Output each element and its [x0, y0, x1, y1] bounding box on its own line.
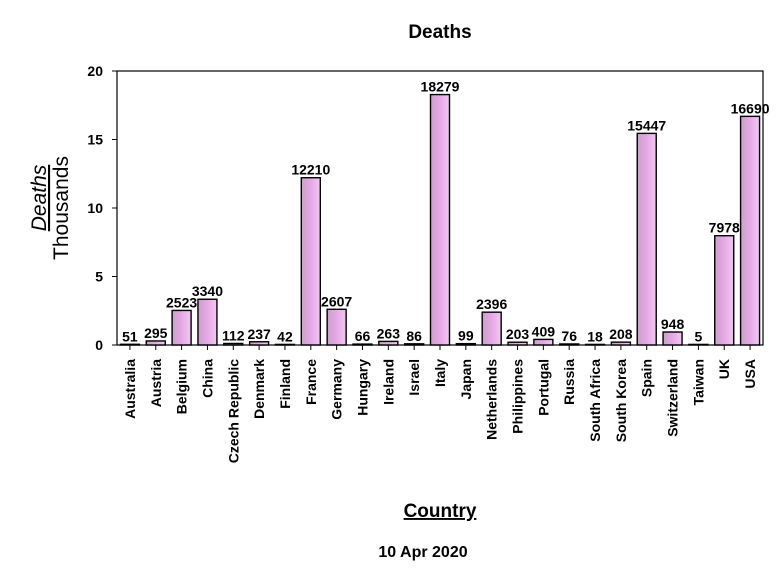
x-tick-label: Austria [148, 359, 164, 407]
data-label: 2523 [166, 294, 197, 310]
x-tick-label: Czech Republic [225, 359, 241, 463]
y-axis-units: Thousands [50, 156, 73, 260]
y-tick-label: 0 [95, 337, 103, 353]
y-tick-label: 10 [87, 200, 103, 216]
data-label: 12210 [291, 162, 330, 178]
bar [223, 342, 244, 346]
x-tick-label: Australia [122, 359, 138, 419]
x-tick-label: Philippines [510, 359, 526, 434]
y-tick-label: 15 [87, 132, 103, 148]
data-label: 2607 [321, 293, 352, 309]
bar [481, 311, 502, 346]
x-tick-label: USA [742, 359, 758, 389]
bar [455, 342, 477, 346]
x-tick-label: Finland [277, 359, 293, 409]
data-label: 203 [506, 326, 530, 342]
x-tick-label: Hungary [354, 359, 370, 416]
data-label: 263 [377, 325, 401, 341]
chart-title: Deaths [408, 22, 471, 43]
bar [662, 331, 683, 346]
bar [559, 343, 580, 346]
data-label: 99 [458, 328, 474, 344]
x-tick-label: Italy [432, 359, 448, 387]
data-label: 18279 [421, 79, 460, 95]
bar [119, 343, 141, 346]
data-label: 237 [247, 326, 271, 342]
bar [610, 341, 632, 346]
bars [119, 93, 761, 346]
x-tick-label: UK [716, 359, 732, 379]
y-axis-title: Deaths [28, 164, 51, 231]
y-axis-ticks: 0 5 10 15 20 [87, 63, 117, 353]
bar [300, 177, 321, 346]
bar [429, 93, 451, 346]
bar [352, 343, 373, 346]
x-tick-label: Israel [406, 359, 422, 396]
bar [145, 340, 166, 346]
bar [274, 343, 296, 346]
data-label: 3340 [192, 283, 223, 299]
data-label: 86 [406, 328, 422, 344]
bar [636, 132, 657, 346]
x-tick-label: Belgium [174, 359, 190, 414]
bar [326, 308, 347, 346]
x-tick-label: Germany [329, 359, 345, 420]
x-axis-title: Country [404, 501, 477, 522]
data-label: 295 [144, 325, 168, 341]
data-label: 409 [532, 323, 556, 339]
bar [584, 343, 606, 346]
bar [248, 341, 270, 346]
bar [197, 298, 218, 346]
x-tick-label: Russia [561, 359, 577, 405]
x-tick-label: Denmark [251, 359, 267, 419]
data-label: 51 [122, 328, 138, 344]
x-tick-label: Japan [458, 359, 474, 399]
chart-date: 10 Apr 2020 [378, 544, 467, 561]
bar [739, 115, 761, 346]
data-label: 76 [561, 328, 577, 344]
x-tick-label: South Korea [613, 359, 629, 442]
data-label: 208 [609, 326, 633, 342]
data-label: 66 [355, 328, 371, 344]
x-tick-label: China [199, 359, 215, 398]
bar [507, 341, 528, 346]
x-tick-label: Netherlands [484, 359, 500, 440]
data-label: 42 [277, 328, 293, 344]
x-tick-label: France [303, 359, 319, 405]
bar [378, 340, 399, 346]
data-label: 15447 [627, 117, 666, 133]
bar [688, 343, 709, 346]
data-label: 16690 [731, 100, 770, 116]
y-tick-label: 20 [87, 63, 103, 79]
data-label: 18 [587, 328, 603, 344]
bar [533, 338, 554, 346]
x-tick-label: Ireland [380, 359, 396, 405]
y-axis-label: Deaths Thousands [28, 156, 73, 260]
x-tick-label: Portugal [535, 359, 551, 416]
bar [171, 309, 192, 346]
x-tick-label: Spain [639, 359, 655, 397]
bar [403, 343, 425, 346]
bar [714, 235, 735, 346]
data-label: 2396 [476, 296, 507, 312]
x-tick-label: Taiwan [690, 359, 706, 405]
data-label: 948 [661, 316, 685, 332]
data-label: 5 [695, 328, 703, 344]
y-tick-label: 5 [95, 269, 103, 285]
x-tick-label: Switzerland [665, 359, 681, 437]
data-label: 112 [222, 327, 245, 343]
x-tick-label: South Africa [587, 359, 603, 442]
data-label: 7978 [709, 220, 740, 236]
x-axis-ticks: Australia Austria Belgium China Czech Republ… [122, 345, 758, 463]
